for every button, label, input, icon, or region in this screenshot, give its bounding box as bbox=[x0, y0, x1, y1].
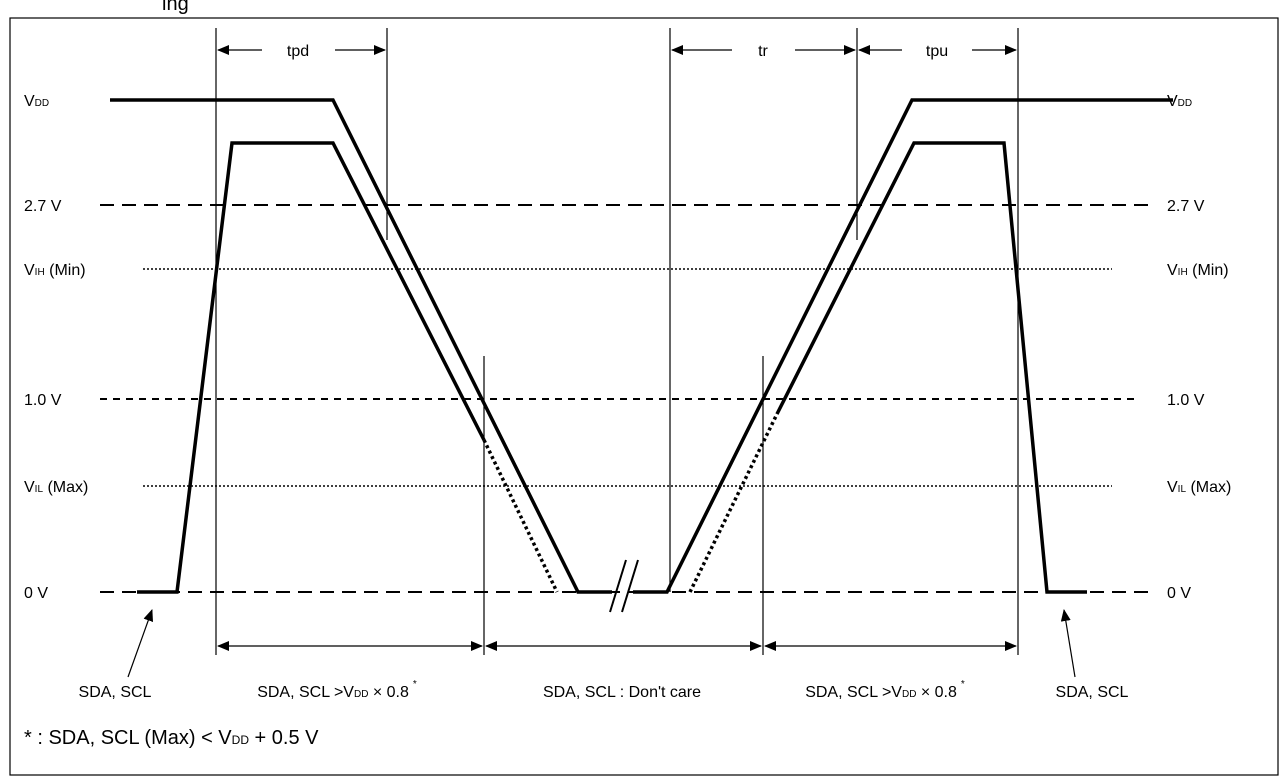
signal-undefined-rise bbox=[688, 413, 779, 593]
right-vih-label: VIH (Min) bbox=[1167, 262, 1229, 279]
label-tpd: tpd bbox=[287, 43, 309, 60]
signal-power-down-pulse bbox=[775, 141, 1087, 594]
left-vil-label: VIL (Max) bbox=[24, 479, 88, 496]
region-labels: SDA, SCL SDA, SCL >VDD × 0.8 * SDA, SCL :… bbox=[79, 679, 1129, 701]
right-level-labels: VDD 2.7 V VIH (Min) 1.0 V VIL (Max) 0 V bbox=[1167, 93, 1231, 602]
pointer-arrow-right bbox=[1060, 609, 1076, 678]
left-1v0-label: 1.0 V bbox=[24, 392, 62, 409]
pins-left-label: SDA, SCL bbox=[79, 684, 152, 701]
right-0v-label: 0 V bbox=[1167, 585, 1191, 602]
high-region-right-label: SDA, SCL >VDD × 0.8 * bbox=[805, 679, 965, 701]
right-1v0-label: 1.0 V bbox=[1167, 392, 1205, 409]
vdd-falling bbox=[110, 98, 612, 594]
label-tr: tr bbox=[758, 43, 768, 60]
footnote: * : SDA, SCL (Max) < VDD + 0.5 V bbox=[24, 727, 319, 749]
left-0v-label: 0 V bbox=[24, 585, 48, 602]
high-region-left-label: SDA, SCL >VDD × 0.8 * bbox=[257, 679, 417, 701]
region-arrows bbox=[127, 609, 1076, 678]
reference-lines bbox=[100, 204, 1152, 593]
pointer-arrow-left bbox=[127, 609, 153, 678]
break-mark-2 bbox=[621, 559, 639, 613]
vdd-rising bbox=[633, 98, 1173, 594]
diagram-frame bbox=[9, 17, 1279, 776]
right-vil-label: VIL (Max) bbox=[1167, 479, 1231, 496]
left-vih-label: VIH (Min) bbox=[24, 262, 86, 279]
left-2v7-label: 2.7 V bbox=[24, 198, 62, 215]
break-mark-1 bbox=[609, 559, 627, 613]
pins-right-label: SDA, SCL bbox=[1056, 684, 1129, 701]
left-vdd-label: VDD bbox=[24, 93, 49, 110]
signal-undefined-fall bbox=[482, 439, 559, 593]
sda-scl-waveform bbox=[137, 141, 1087, 594]
left-level-labels: VDD 2.7 V VIH (Min) 1.0 V VIL (Max) 0 V bbox=[24, 93, 88, 602]
label-tpu: tpu bbox=[926, 43, 948, 60]
dont-care-label: SDA, SCL : Don't care bbox=[543, 684, 701, 701]
right-vdd-label: VDD bbox=[1167, 93, 1192, 110]
figure-title: ing bbox=[162, 0, 189, 15]
timing-markers bbox=[215, 28, 1019, 655]
vdd-waveform bbox=[110, 98, 1173, 613]
signal-power-up-pulse bbox=[137, 141, 486, 594]
right-2v7-label: 2.7 V bbox=[1167, 198, 1205, 215]
